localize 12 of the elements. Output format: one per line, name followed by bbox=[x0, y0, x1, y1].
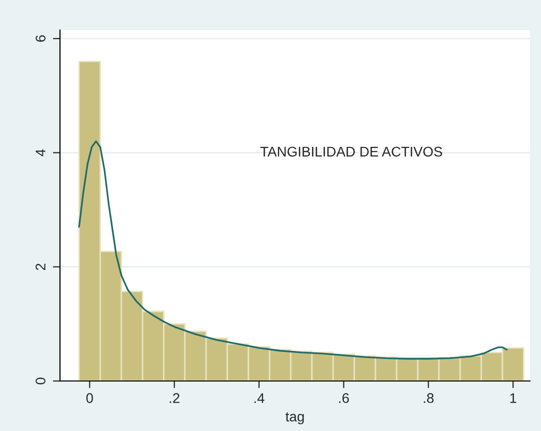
x-tick-label: .6 bbox=[339, 393, 349, 404]
x-tick-label: .8 bbox=[424, 393, 434, 404]
y-tick-label: 4 bbox=[36, 149, 46, 156]
y-tick-label: 0 bbox=[36, 378, 46, 384]
y-tick-label: 6 bbox=[36, 35, 46, 42]
x-tick-label: 0 bbox=[86, 393, 93, 404]
y-tick-label: 2 bbox=[36, 264, 46, 270]
x-tick-label: 1 bbox=[510, 393, 516, 403]
x-axis-title: tag bbox=[286, 412, 304, 424]
x-tick-label: .4 bbox=[254, 393, 264, 403]
annotation: TANGIBILIDAD DE ACTIVOS bbox=[260, 146, 442, 157]
x-tick-label: .2 bbox=[170, 393, 180, 403]
